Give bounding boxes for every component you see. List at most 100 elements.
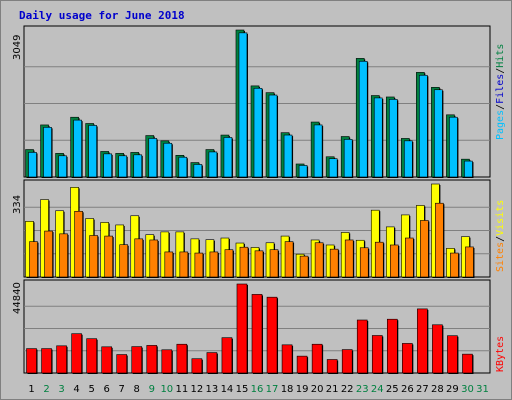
bar-sites — [149, 239, 159, 278]
bar-kbytes — [131, 346, 143, 374]
chart-panels: 3049Pages/Files/Hits334Sites/Visits44840… — [12, 25, 506, 374]
bar-sites — [194, 252, 204, 278]
bar-files — [404, 140, 413, 178]
bar-kbytes — [432, 324, 443, 374]
day-label: 14 — [221, 384, 234, 395]
bar-kbytes — [221, 337, 233, 374]
day-label: 31 — [476, 384, 489, 395]
side-label-pages: Pages — [495, 110, 506, 140]
bar-files — [343, 139, 353, 178]
bar-sites — [405, 237, 414, 278]
bar-files — [163, 142, 173, 178]
bar-files — [88, 125, 97, 178]
bar-sites — [420, 220, 429, 278]
side-label-visits: Visits — [495, 200, 506, 236]
bar-sites — [284, 241, 294, 278]
bar-kbytes — [341, 349, 353, 374]
day-label: 2 — [43, 384, 49, 395]
panel-visits-sites: 334 Sites/Visits — [12, 179, 506, 278]
day-label: 29 — [446, 384, 459, 395]
bar-files — [73, 119, 82, 178]
bar-files — [268, 94, 278, 178]
bar-kbytes — [281, 344, 293, 374]
day-label: 20 — [311, 384, 324, 395]
bar-kbytes — [402, 343, 413, 374]
bar-sites — [224, 249, 234, 278]
bar-kbytes — [417, 308, 428, 374]
bar-kbytes — [206, 352, 218, 374]
bar-kbytes — [311, 343, 323, 374]
day-label: 9 — [149, 384, 155, 395]
day-label: 10 — [160, 384, 173, 395]
day-label: 8 — [134, 384, 140, 395]
bar-files — [464, 160, 473, 178]
day-label: 17 — [266, 384, 279, 395]
bar-sites — [435, 202, 444, 278]
bar-sites — [119, 244, 129, 278]
bar-kbytes — [356, 319, 368, 374]
bar-kbytes — [161, 349, 173, 374]
bar-files — [148, 138, 158, 178]
bar-kbytes — [251, 294, 263, 374]
bar-sites — [314, 242, 324, 278]
bar-kbytes — [146, 345, 158, 374]
bar-sites — [254, 250, 264, 278]
bar-sites — [164, 251, 174, 278]
bar-files — [449, 116, 458, 178]
day-label: 24 — [371, 384, 384, 395]
ymax-label: 3049 — [12, 35, 23, 60]
bar-files — [434, 89, 443, 178]
bar-sites — [209, 251, 219, 278]
ymax-label: 44840 — [12, 282, 23, 314]
day-label: 28 — [431, 384, 444, 395]
bar-kbytes — [101, 346, 112, 374]
bar-files — [283, 134, 293, 178]
bar-files — [43, 127, 52, 178]
side-label: Pages/Files/Hits — [495, 44, 506, 140]
side-label-separator: / — [495, 236, 506, 242]
day-label: 27 — [416, 384, 429, 395]
side-label-files: Files — [495, 74, 506, 104]
bar-kbytes — [447, 335, 458, 374]
day-label: 4 — [73, 384, 79, 395]
bar-files — [313, 124, 323, 178]
bar-kbytes — [86, 338, 97, 374]
bar-sites — [74, 210, 83, 278]
bar-sites — [329, 248, 339, 278]
day-axis: 1 2 3 4 5 6 7 8 9 10 11 12 13 14 15 16 17 18 19 20 21 22 23 24 2… — [28, 384, 489, 395]
bar-sites — [450, 252, 459, 278]
day-label: 3 — [58, 384, 64, 395]
bar-sites — [59, 233, 68, 278]
day-label: 25 — [386, 384, 399, 395]
side-label-sites: Sites — [495, 242, 506, 272]
bar-kbytes — [26, 348, 37, 374]
bar-sites — [269, 249, 279, 278]
bar-files — [298, 165, 308, 178]
bar-files — [419, 74, 428, 178]
panel-kbytes: 44840 KBytes — [12, 279, 506, 374]
day-label: 1 — [28, 384, 34, 395]
bar-files — [388, 99, 398, 178]
bar-sites — [374, 241, 384, 278]
day-label: 26 — [401, 384, 414, 395]
bar-kbytes — [176, 343, 188, 374]
bar-files — [358, 60, 368, 178]
bar-files — [373, 97, 383, 178]
side-label: KBytes — [495, 336, 506, 372]
side-label-separator: / — [495, 104, 506, 110]
bar-kbytes — [296, 355, 308, 374]
bar-files — [253, 87, 263, 178]
bar-files — [178, 156, 188, 178]
day-label: 16 — [251, 384, 264, 395]
day-label: 18 — [281, 384, 294, 395]
day-label: 15 — [236, 384, 249, 395]
bar-kbytes — [71, 333, 82, 374]
bar-sites — [44, 230, 53, 278]
bar-files — [28, 152, 37, 178]
bar-files — [133, 154, 143, 178]
chart-title: Daily usage for June 2018 — [19, 9, 185, 22]
ymax-label: 334 — [12, 195, 23, 214]
bar-files — [103, 153, 112, 178]
